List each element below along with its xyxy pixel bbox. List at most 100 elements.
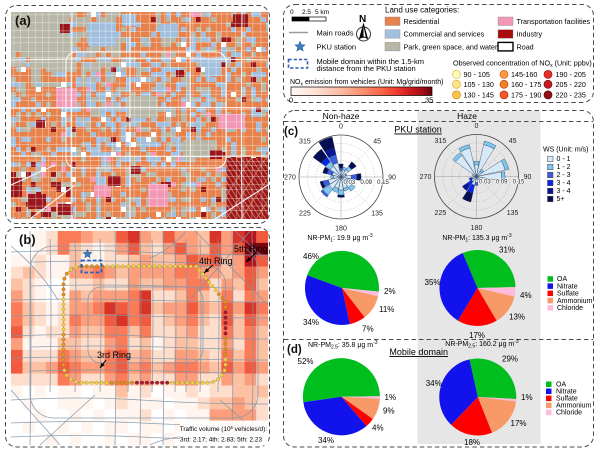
svg-text:135: 135 (507, 210, 519, 217)
svg-text:NR-PM1: 19.9 μg m-3: NR-PM1: 19.9 μg m-3 (307, 233, 373, 244)
svg-text:180: 180 (471, 225, 483, 232)
svg-text:34%: 34% (303, 318, 319, 327)
svg-text:Ammonium: Ammonium (556, 403, 592, 410)
svg-text:3 - 4: 3 - 4 (557, 188, 571, 195)
svg-text:175 - 190: 175 - 190 (511, 91, 541, 100)
svg-text:NR-PM2.5: 160.2 μg m-3: NR-PM2.5: 160.2 μg m-3 (445, 339, 519, 350)
svg-text:34%: 34% (426, 379, 442, 388)
svg-text:5+: 5+ (557, 196, 565, 203)
svg-text:3 - 4: 3 - 4 (557, 180, 571, 187)
svg-text:46%: 46% (303, 252, 319, 261)
svg-text:4th Ring: 4th Ring (199, 256, 233, 266)
svg-text:35%: 35% (425, 278, 441, 287)
svg-text:Park, green space, and water: Park, green space, and water (404, 42, 498, 51)
svg-text:Main roads: Main roads (317, 29, 354, 38)
svg-text:0: 0 (475, 123, 479, 130)
svg-text:NR-PM2.5: 35.8 μg m-3: NR-PM2.5: 35.8 μg m-3 (308, 340, 378, 351)
svg-text:45: 45 (509, 138, 517, 145)
svg-text:0.09: 0.09 (360, 180, 372, 186)
svg-text:29%: 29% (502, 355, 518, 364)
svg-text:45: 45 (373, 138, 381, 145)
svg-text:130 - 145: 130 - 145 (464, 91, 494, 100)
svg-text:0.15: 0.15 (377, 180, 389, 186)
svg-text:WS (Unit: m/s): WS (Unit: m/s) (543, 147, 589, 154)
svg-text:Transportation facilities: Transportation facilities (517, 17, 591, 26)
svg-text:Traffic volume (105 vehicles/d: Traffic volume (105 vehicles/d): (180, 425, 267, 433)
svg-text:0.09: 0.09 (496, 180, 508, 186)
svg-text:2%: 2% (384, 287, 396, 296)
svg-text:31%: 31% (499, 246, 515, 255)
svg-text:0: 0 (289, 96, 293, 105)
svg-text:0.03: 0.03 (344, 180, 356, 186)
svg-text:PKU station: PKU station (394, 125, 442, 135)
svg-text:Ammonium: Ammonium (557, 298, 593, 305)
svg-text:220 - 235: 220 - 235 (556, 91, 586, 100)
svg-text:distance from the PKU station: distance from the PKU station (317, 64, 416, 73)
svg-text:Commercial and services: Commercial and services (404, 30, 485, 39)
svg-text:1 - 2: 1 - 2 (557, 164, 571, 171)
svg-text:225: 225 (299, 211, 311, 218)
svg-text:205 - 220: 205 - 220 (556, 80, 586, 89)
svg-text:90 - 105: 90 - 105 (464, 70, 490, 79)
svg-text:OA: OA (556, 382, 566, 389)
svg-text:(b): (b) (19, 232, 36, 247)
svg-text:OA: OA (557, 276, 567, 283)
svg-text:9%: 9% (383, 407, 395, 416)
svg-text:17%: 17% (469, 331, 485, 340)
svg-text:Road: Road (517, 42, 534, 51)
svg-text:7%: 7% (362, 325, 374, 334)
svg-text:4%: 4% (372, 424, 384, 433)
svg-text:(d): (d) (287, 344, 302, 356)
svg-text:35: 35 (425, 96, 433, 105)
svg-text:1%: 1% (385, 393, 397, 402)
svg-text:(c): (c) (284, 126, 298, 138)
svg-text:90: 90 (388, 175, 396, 182)
svg-text:2 - 3: 2 - 3 (557, 172, 571, 179)
svg-text:225: 225 (435, 210, 447, 217)
svg-text:17%: 17% (511, 419, 527, 428)
svg-text:3rd: 2.17; 4th: 2.83; 5th: 2.2: 3rd: 2.17; 4th: 2.83; 5th: 2.23 (180, 437, 263, 444)
svg-text:Nitrate: Nitrate (557, 283, 578, 290)
svg-text:(a): (a) (15, 13, 31, 28)
svg-text:0: 0 (290, 9, 294, 16)
svg-text:160 - 175: 160 - 175 (511, 80, 541, 89)
svg-text:105 - 130: 105 - 130 (464, 80, 494, 89)
svg-text:145-160: 145-160 (511, 70, 537, 79)
svg-text:Haze: Haze (457, 111, 477, 121)
svg-text:PKU station: PKU station (317, 43, 357, 52)
svg-text:270: 270 (284, 175, 296, 182)
svg-text:18%: 18% (464, 438, 480, 447)
svg-text:4%: 4% (520, 291, 532, 300)
svg-text:Sulfate: Sulfate (556, 396, 578, 403)
svg-text:0: 0 (339, 124, 343, 131)
svg-text:52%: 52% (298, 357, 314, 366)
svg-text:Sulfate: Sulfate (557, 291, 579, 298)
svg-text:135: 135 (371, 211, 383, 218)
svg-text:0 - 1: 0 - 1 (557, 156, 571, 163)
svg-text:315: 315 (435, 138, 447, 145)
svg-text:270: 270 (420, 174, 432, 181)
svg-text:0.03: 0.03 (479, 180, 491, 186)
svg-text:180: 180 (335, 226, 347, 233)
svg-text:Residential: Residential (404, 17, 440, 26)
svg-text:34%: 34% (318, 436, 334, 445)
svg-text:Industry: Industry (517, 30, 543, 39)
svg-text:1%: 1% (521, 393, 533, 402)
svg-text:13%: 13% (509, 313, 525, 322)
svg-text:N: N (359, 14, 366, 25)
svg-text:Nitrate: Nitrate (556, 389, 577, 396)
svg-text:190 - 205: 190 - 205 (556, 70, 586, 79)
svg-text:0.15: 0.15 (513, 180, 525, 186)
svg-text:11%: 11% (379, 305, 394, 314)
svg-text:NR-PM1: 135.3 μg m-3: NR-PM1: 135.3 μg m-3 (442, 233, 511, 244)
svg-text:Land use categories:: Land use categories: (385, 6, 459, 15)
svg-text:Chloride: Chloride (556, 410, 582, 417)
svg-text:3rd Ring: 3rd Ring (97, 350, 131, 360)
svg-text:2.5: 2.5 (302, 9, 311, 16)
svg-text:5 km: 5 km (315, 9, 329, 16)
svg-text:90: 90 (524, 174, 532, 181)
svg-text:Chloride: Chloride (557, 305, 583, 312)
svg-text:5th Ring: 5th Ring (234, 244, 268, 254)
svg-text:Observed concentration of NOx: Observed concentration of NOx (Unit: ppb… (453, 59, 592, 70)
svg-text:Mobile domain: Mobile domain (389, 347, 448, 357)
